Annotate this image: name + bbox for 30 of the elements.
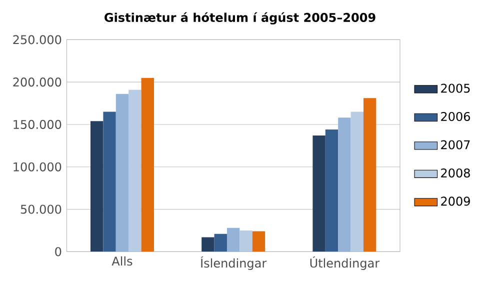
x-tick-label: Alls: [112, 256, 132, 266]
legend-label: 2006: [441, 112, 470, 122]
bar: [338, 118, 351, 252]
bar: [202, 237, 214, 252]
bar: [240, 230, 252, 252]
y-tick-label: 250.000: [13, 35, 62, 44]
bar: [363, 98, 376, 252]
bar: [226, 228, 240, 252]
bar: [350, 112, 364, 252]
y-tick-label: 200.000: [13, 78, 62, 87]
y-tick-label: 100.000: [14, 162, 62, 172]
bar: [103, 112, 116, 252]
bar: [90, 121, 104, 252]
bar: [312, 135, 326, 252]
legend-label: 2008: [441, 168, 470, 178]
y-tick-label: 150.000: [14, 120, 62, 129]
bar: [252, 231, 266, 252]
legend-label: 2007: [441, 140, 470, 150]
legend-label: 2005: [441, 84, 470, 93]
bar: [128, 90, 142, 252]
y-tick-label: 0: [55, 247, 62, 256]
legend-label: 2009: [441, 196, 470, 206]
bar: [214, 234, 227, 252]
x-tick-label: Útlendingar: [310, 256, 380, 270]
x-tick-label: Íslendingar: [200, 256, 267, 270]
bar: [325, 130, 338, 252]
chart-title: Gistinætur á hótelum í ágúst 2005–2009: [104, 12, 376, 24]
y-tick-label: 50.000: [20, 204, 62, 214]
bar: [116, 94, 129, 252]
bar: [141, 78, 154, 252]
